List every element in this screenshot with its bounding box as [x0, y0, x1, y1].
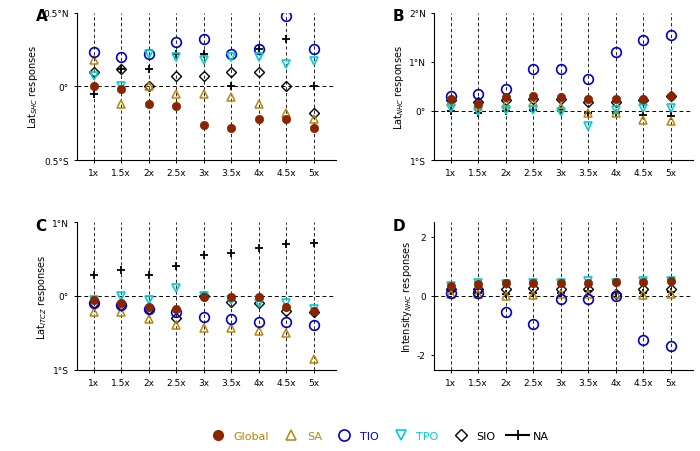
Text: D: D [393, 218, 405, 233]
Text: C: C [36, 218, 47, 233]
Y-axis label: Lat$_{NHC}$ responses: Lat$_{NHC}$ responses [392, 45, 406, 129]
Y-axis label: Intensity$_{NHC}$ responses: Intensity$_{NHC}$ responses [400, 240, 414, 352]
Legend: Global, SA, TIO, TPO, SIO, NA: Global, SA, TIO, TPO, SIO, NA [202, 427, 554, 446]
Text: B: B [393, 9, 405, 24]
Y-axis label: Lat$_{ITCZ}$ responses: Lat$_{ITCZ}$ responses [35, 253, 49, 339]
Y-axis label: Lat$_{SHC}$ responses: Lat$_{SHC}$ responses [27, 45, 41, 129]
Text: A: A [36, 9, 48, 24]
